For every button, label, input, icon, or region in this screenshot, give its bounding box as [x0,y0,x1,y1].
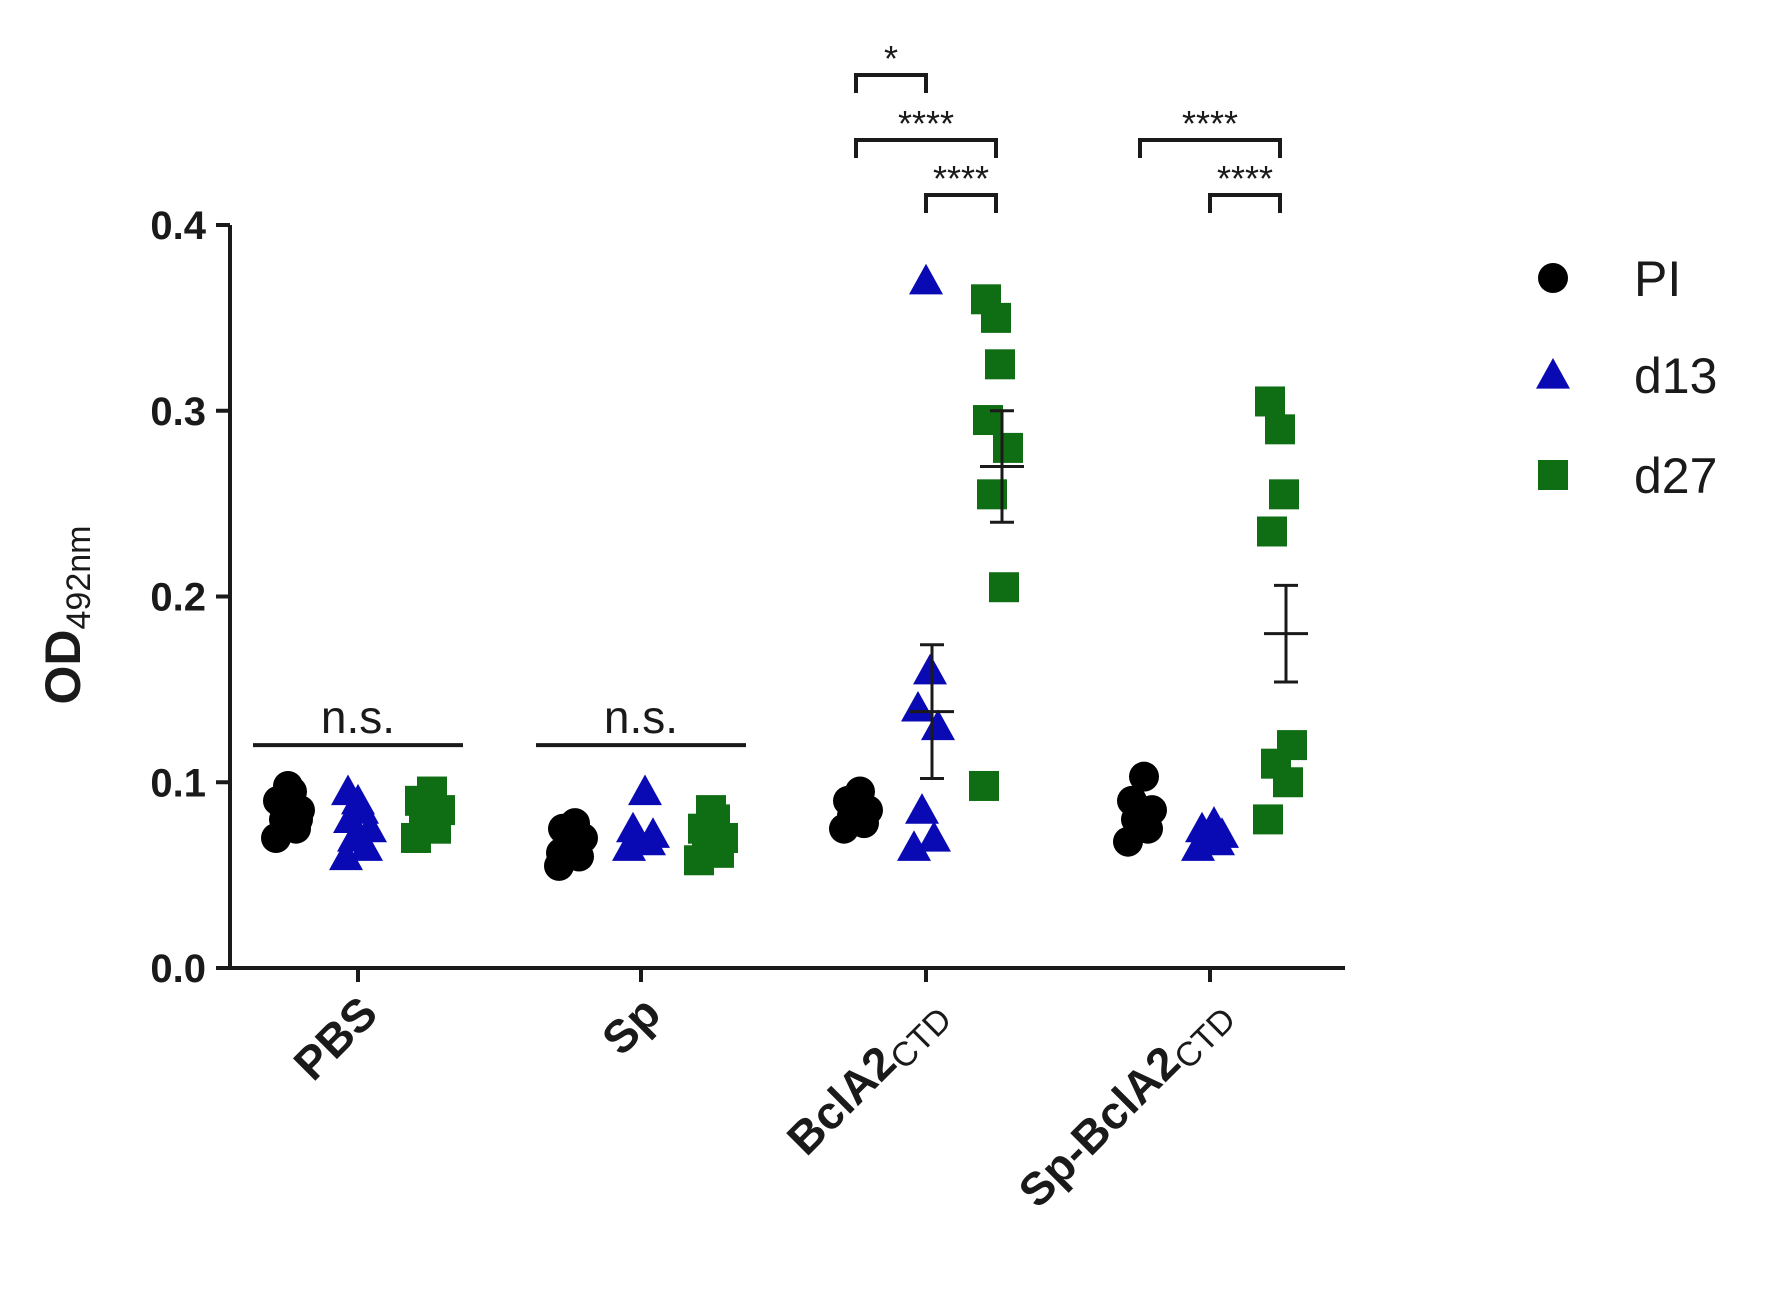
point-d27 [1257,516,1287,547]
point-d27 [993,432,1023,463]
significance-bracket [924,193,998,213]
point-d13 [1197,806,1231,837]
significance-label: * [884,38,898,79]
point-d27 [1277,730,1307,761]
point-d27 [1269,479,1299,510]
significance-bracket [854,138,998,158]
legend-marker-d13 [1536,358,1570,389]
legend-marker-d27 [1538,460,1568,490]
y-axis-label: OD [35,629,91,704]
point-PI [1129,761,1159,792]
y-axis-label-subscript: 492nm [60,526,98,630]
significance-label: **** [933,158,989,199]
legend-item-d13: d13 [1536,348,1717,404]
point-d13 [337,820,371,852]
x-tick-label-main: PBS [283,986,387,1090]
svg-text:OD492nm: OD492nm [35,526,98,705]
x-tick-label: PBS [283,986,387,1090]
point-d27 [989,572,1019,603]
ns-label: n.s. [321,691,395,743]
significance-label: **** [898,103,954,144]
y-tick-label: 0.4 [150,204,206,248]
y-tick-label: 0.2 [150,576,206,620]
point-d27 [985,349,1015,380]
x-tick-label-main: Sp [592,986,670,1064]
point-d13 [905,793,939,824]
point-d27 [417,776,447,807]
point-PI [546,837,576,868]
point-d27 [1255,386,1285,417]
point-d13 [353,811,387,843]
point-PI [1117,785,1147,816]
significance-bracket [854,73,928,93]
point-d13 [897,830,931,861]
x-tick-label-main: Sp-BclA2 [1008,1036,1189,1217]
legend: PI d13 d27 [1536,251,1717,504]
point-d27 [696,795,726,826]
point-d13 [901,690,935,722]
point-d27 [1253,804,1283,835]
point-d13 [909,263,943,295]
point-d13 [917,820,951,852]
data-marks [261,263,1308,881]
point-d27 [969,770,999,801]
significance-bracket [1138,138,1282,158]
y-tick-label: 0.3 [150,390,206,434]
point-d27 [971,284,1001,315]
significance-bracket [1208,193,1282,213]
y-tick-label: 0.1 [150,761,206,805]
point-PI [263,785,293,816]
legend-item-PI: PI [1538,251,1681,307]
y-tick-label: 0.0 [150,947,206,991]
point-d13 [616,811,650,843]
significance-label: **** [1182,103,1238,144]
point-d13 [331,774,365,806]
point-d13 [329,839,363,871]
ns-label: n.s. [604,691,678,743]
point-PI [845,776,875,807]
legend-item-d27: d27 [1538,448,1717,504]
legend-label-d13: d13 [1634,348,1717,404]
legend-label-d27: d27 [1634,448,1717,504]
x-tick-label: Sp-BclA2CTD [1008,986,1243,1221]
significance-label: **** [1217,158,1273,199]
x-tick-label: BclA2CTD [777,986,960,1169]
y-axis-title: OD492nm [35,526,98,705]
point-d13 [628,774,662,806]
significance-annotations: n.s. n.s.***************** [253,38,1282,748]
legend-label-PI: PI [1634,251,1681,307]
x-tick-label-main: BclA2 [777,1036,906,1165]
legend-marker-PI [1538,263,1568,293]
point-PI [283,804,313,835]
x-tick-label: Sp [592,986,670,1064]
point-d13 [913,653,947,685]
point-d27 [1265,414,1295,445]
point-d13 [921,709,955,741]
